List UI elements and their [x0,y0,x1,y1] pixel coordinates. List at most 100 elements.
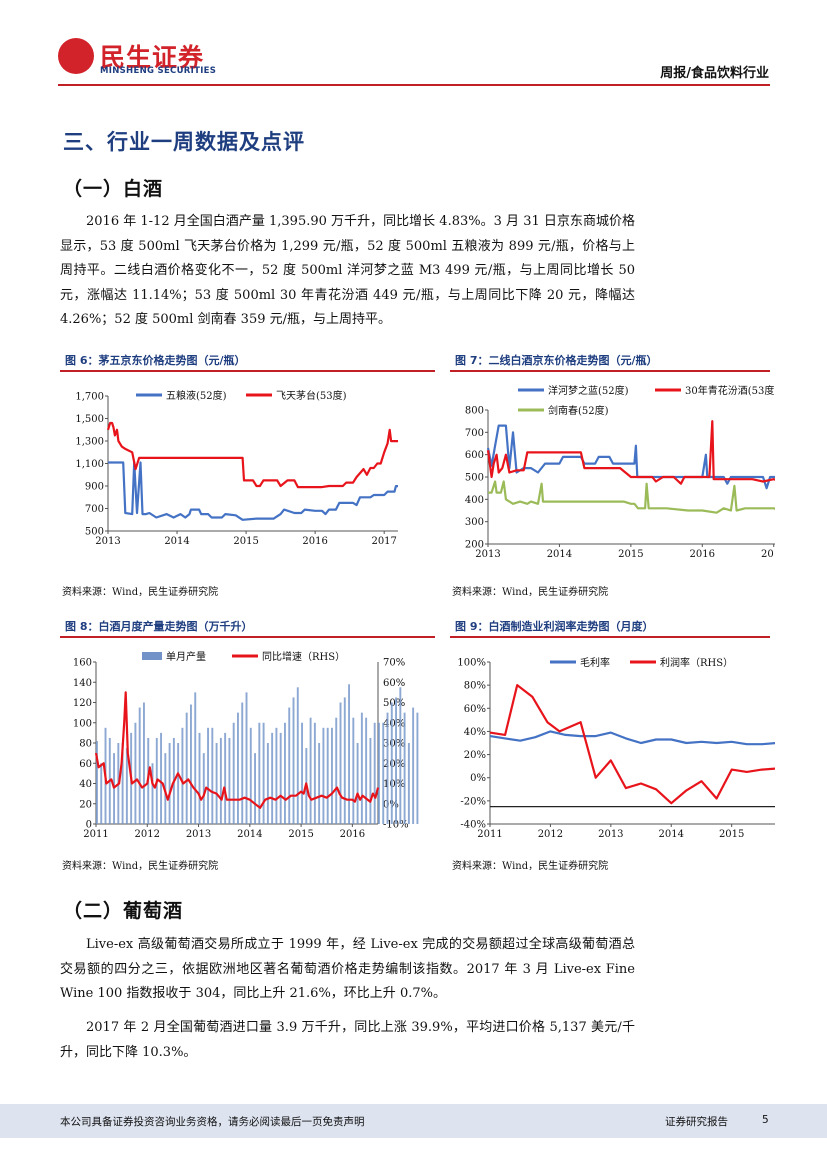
growth-rate-line [94,691,380,809]
paragraph-baijiu-text: 2016 年 1-12 月全国白酒产量 1,395.90 万千升，同比增长 4.… [60,214,635,327]
y-tick-label: 20% [464,750,486,761]
x-tick-label: 2016 [340,829,365,840]
production-bar [215,743,218,824]
figure-8-chart: 0 20 40 60 80 100 120 140 160 2011 2012 2013 2014 201… [73,650,419,840]
x-tick-label: 2015 [288,829,313,840]
y-tick-label: 700 [465,428,484,439]
figure-9-title: 图 9：白酒制造业利润率走势图（月度） [455,620,654,633]
production-bar [262,722,265,824]
y-tick-label: 700 [85,504,104,515]
x-tick-label: 2011 [83,829,108,840]
production-bar [160,732,163,824]
legend-bar-label: 单月产量 [166,650,206,663]
x-tick-label: 2014 [164,536,189,547]
production-bar [313,722,316,824]
figure-7-rule [450,370,770,372]
production-bar [185,712,188,824]
y-tick-label: -20% [460,796,486,807]
y-tick-label: 500 [465,473,484,484]
production-bar [275,727,278,824]
footer-report-type: 证券研究报告 [665,1116,728,1128]
series-line-1 [486,424,775,490]
production-bar [96,740,98,824]
x-tick-label: 2017 [761,549,775,560]
y-tick-label: 400 [465,495,484,506]
y-tick-label: 300 [465,517,484,528]
y2-tick-label: 40% [383,718,405,729]
production-bar [288,707,291,824]
y-tick-label: 120 [73,698,92,709]
y-tick-label: 1,500 [75,414,104,425]
production-bar [143,702,145,824]
y-tick-label: 60 [79,759,92,770]
production-bar [301,722,304,824]
paragraph-wine-2-text: 2017 年 2 月全国葡萄酒进口量 3.9 万千升，同比上涨 39.9%，平均… [60,1020,635,1060]
production-bar [352,717,355,824]
x-tick-label: 2013 [186,829,211,840]
paragraph-wine-2: 2017 年 2 月全国葡萄酒进口量 3.9 万千升，同比上涨 39.9%，平均… [60,1016,635,1065]
production-bar [378,722,380,824]
figure-9-rule [450,636,770,638]
production-bar [237,712,239,824]
x-tick-label: 2012 [135,829,160,840]
x-tick-label: 2013 [475,549,500,560]
production-bar [125,748,128,824]
production-bar [254,753,257,824]
legend-profit-rate-label: 利润率（RHS） [660,656,733,669]
y-tick-label: 100% [457,658,486,669]
production-bar [228,737,231,824]
y-tick-label: 1,100 [75,459,104,470]
figure-8-title: 图 8：白酒月度产量走势图（万千升） [65,620,253,633]
production-bar [134,722,137,824]
production-bar [100,763,103,824]
legend-bar-swatch [142,652,162,660]
y-tick-label: 40 [79,779,92,790]
footer-bar [0,1104,827,1138]
y-tick-label: 500 [85,527,104,538]
y-tick-label: 60% [464,704,486,715]
production-bar [194,692,197,824]
x-tick-label: 2017 [371,536,396,547]
figure-6-title: 图 6：茅五京东价格走势图（元/瓶） [65,354,246,367]
subsection-title-baijiu: （一）白酒 [63,178,164,200]
production-bar [348,684,351,824]
x-tick-label: 2015 [719,829,744,840]
y2-tick-label: 30% [383,739,405,750]
paragraph-wine-1-text: Live-ex 高级葡萄酒交易所成立于 1999 年，经 Live-ex 完成的… [60,937,635,1001]
y-tick-label: 0% [470,773,486,784]
production-bar [386,712,389,824]
legend-wuliangye-label: 五粮液(52度) [166,389,227,402]
y-tick-label: 900 [85,482,104,493]
production-bar [318,743,321,824]
series-line-1 [489,730,775,746]
production-bar [271,732,274,824]
legend-gross-margin-label: 毛利率 [580,656,610,669]
production-bar [266,743,269,824]
production-bar [121,743,124,824]
y-tick-label: 20 [79,799,92,810]
production-bar [138,707,141,824]
logo-english-name: MINSHENG SECURITIES [100,66,217,76]
production-bar [335,717,338,824]
x-tick-label: 2014 [237,829,262,840]
production-bar [339,702,342,824]
production-bar [190,704,192,824]
production-bar [292,697,295,824]
production-bar [390,702,393,824]
series-line-3 [488,480,775,514]
x-tick-label: 2013 [95,536,120,547]
production-bar [399,687,402,824]
y2-tick-label: 70% [383,658,405,669]
legend-yanghe-label: 洋河梦之蓝(52度) [548,384,629,397]
paragraph-wine-1: Live-ex 高级葡萄酒交易所成立于 1999 年，经 Live-ex 完成的… [60,933,635,1007]
production-bar [151,763,154,824]
header-divider [58,84,770,86]
y-tick-label: 1,700 [75,392,104,403]
production-bar [241,702,244,824]
report-category: 周报/食品饮料行业 [660,66,769,81]
production-bar [202,753,205,824]
y-tick-label: 1,300 [75,437,104,448]
y-tick-label: 80 [79,739,92,750]
y2-tick-label: 10% [383,779,405,790]
production-bar [284,722,286,824]
